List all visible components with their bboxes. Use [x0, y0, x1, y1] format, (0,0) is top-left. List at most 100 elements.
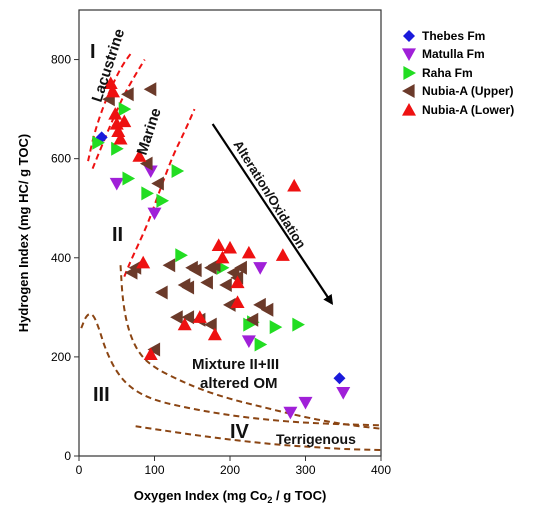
terrigenous-label: Terrigenous [276, 431, 356, 447]
data-point-triangle-right [141, 186, 154, 201]
alteration-arrow [211, 123, 334, 306]
data-point-triangle-up [230, 295, 245, 308]
data-point-triangle-up [108, 107, 123, 120]
y-tick-label: 0 [64, 449, 71, 463]
data-point-triangle-left [170, 310, 183, 325]
data-point-triangle-left [181, 280, 195, 295]
data-point-triangle-left [181, 310, 195, 325]
axes: 0 100 200 300 400 0 200 400 600 800 [51, 53, 391, 477]
data-points [92, 76, 351, 420]
legend-marker-triangle-right-green [403, 66, 416, 80]
data-point-triangle-left [128, 260, 142, 275]
boundary-lacustrine-top [87, 51, 133, 162]
data-point-triangle-left [200, 275, 213, 290]
data-point-triangle-up [215, 250, 230, 264]
data-point-triangle-left [143, 82, 157, 97]
data-point-triangle-right [175, 248, 188, 263]
data-point-triangle-down [298, 396, 313, 410]
data-point-triangle-up [113, 131, 128, 145]
x-tick-label: 0 [76, 463, 83, 477]
x-axis-title: Oxygen Index (mg Co2 / g TOC) [134, 488, 327, 505]
y-axis-title: Hydrogen Index (mg HC/ g TOC) [16, 134, 31, 332]
data-point-triangle-up [287, 178, 302, 192]
x-tick-label: 200 [220, 463, 240, 477]
data-point-triangle-up [143, 347, 158, 361]
legend-item-nubia-upper: Nubia-A (Upper) [402, 84, 514, 98]
legend-item-matulla: Matulla Fm [402, 47, 485, 61]
legend-item-raha: Raha Fm [403, 66, 473, 80]
marine-label: Marine [134, 106, 165, 157]
mixture-label-line2: altered OM [200, 375, 278, 392]
data-point-triangle-down [336, 386, 351, 400]
data-point-triangle-left [121, 87, 134, 102]
data-point-triangle-down [253, 262, 268, 275]
y-tick-label: 800 [51, 53, 71, 67]
data-point-triangle-up [177, 317, 192, 331]
data-point-triangle-down [143, 165, 158, 179]
data-point-triangle-right [122, 171, 136, 186]
legend-item-thebes: Thebes Fm [403, 29, 485, 43]
y-tick-label: 400 [51, 251, 71, 265]
data-point-triangle-right [92, 135, 105, 150]
data-point-triangle-down [241, 335, 256, 349]
data-point-triangle-right [111, 141, 124, 156]
data-point-triangle-down [283, 406, 298, 420]
data-point-triangle-up [211, 238, 226, 251]
legend-label-raha: Raha Fm [422, 66, 473, 80]
data-point-triangle-right [171, 164, 185, 179]
data-point-triangle-up [132, 149, 147, 162]
legend-label-matulla: Matulla Fm [422, 47, 485, 61]
data-point-triangle-left [219, 278, 232, 293]
data-point-triangle-left [189, 263, 202, 278]
legend-marker-diamond-blue [403, 30, 415, 42]
data-point-triangle-right [118, 102, 132, 117]
data-point-triangle-right [254, 337, 268, 352]
zone-i-label: I [90, 41, 96, 63]
y-tick-label: 600 [51, 152, 71, 166]
x-tick-label: 400 [371, 463, 391, 477]
data-point-triangle-up [111, 124, 126, 138]
data-point-triangle-down [109, 177, 124, 191]
data-point-triangle-left [234, 260, 247, 275]
legend-item-nubia-lower: Nubia-A (Lower) [402, 103, 514, 117]
alteration-arrow-line [211, 123, 334, 306]
data-point-triangle-left [245, 312, 259, 327]
data-point-triangle-right [156, 193, 170, 208]
boundary-type-IV-boundary [135, 425, 382, 452]
data-point-triangle-up [105, 84, 120, 98]
data-point-triangle-up [117, 114, 132, 128]
data-point-triangle-up [103, 76, 118, 89]
data-point-triangle-right [292, 317, 305, 332]
legend-label-nubia-upper: Nubia-A (Upper) [422, 84, 514, 98]
x-axis-title-subscript: 2 [267, 495, 272, 505]
data-point-triangle-left [223, 297, 236, 312]
zone-ii-label: II [112, 224, 123, 246]
x-tick-label: 300 [295, 463, 315, 477]
x-axis-title-tail: / g TOC) [272, 488, 326, 503]
legend: Thebes Fm Matulla Fm Raha Fm Nubia-A (Up… [402, 29, 514, 117]
data-point-triangle-left [147, 342, 161, 357]
legend-label-nubia-lower: Nubia-A (Lower) [422, 103, 514, 117]
zone-iv-label: IV [230, 421, 250, 443]
zone-iii-label: III [93, 384, 110, 406]
data-point-triangle-left [155, 285, 168, 300]
data-point-triangle-left [253, 297, 266, 312]
data-point-triangle-left [162, 258, 176, 273]
x-tick-label: 100 [144, 463, 164, 477]
data-point-triangle-up [207, 327, 222, 341]
data-point-triangle-up [192, 310, 207, 323]
y-tick-label: 200 [51, 350, 71, 364]
data-point-triangle-up [223, 240, 237, 254]
data-point-triangle-left [260, 302, 274, 317]
data-point-triangle-left [151, 176, 164, 191]
data-point-diamond [333, 372, 346, 385]
data-point-triangle-up [136, 255, 151, 269]
mixture-label-line1: Mixture II+III [192, 356, 279, 373]
data-point-triangle-right [269, 320, 283, 335]
legend-marker-triangle-up-red [402, 103, 416, 116]
legend-label-thebes: Thebes Fm [422, 29, 485, 43]
boundary-type-III-boundary [80, 312, 382, 427]
data-point-triangle-up [275, 248, 290, 261]
legend-marker-triangle-down-purple [402, 48, 416, 61]
